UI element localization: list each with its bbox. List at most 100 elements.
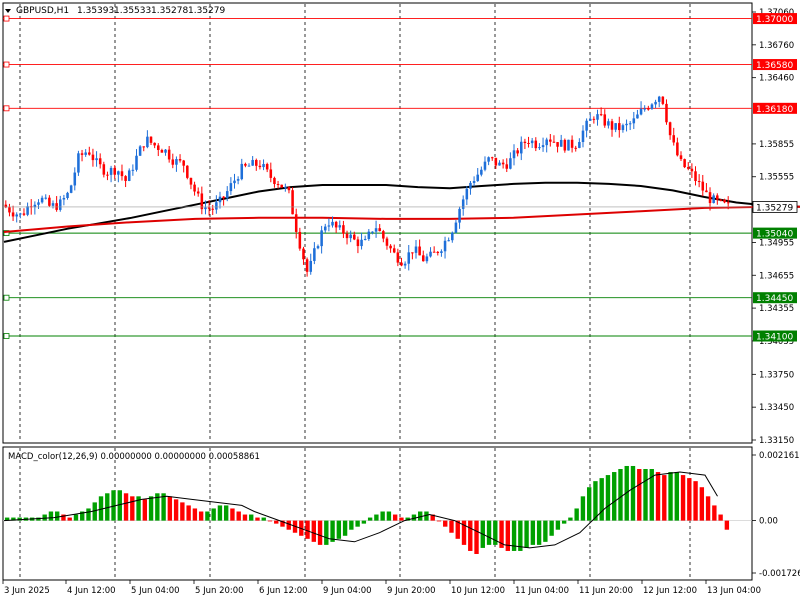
candle-body <box>66 192 69 198</box>
horizontal-levels[interactable] <box>3 15 752 339</box>
candle-body <box>313 248 316 261</box>
candle-body <box>723 199 726 203</box>
macd-bar <box>192 508 198 521</box>
macd-bar <box>536 520 542 545</box>
macd-bar <box>80 511 85 521</box>
macd-bar <box>86 508 91 521</box>
candle-body <box>160 149 164 153</box>
candle-body <box>599 114 603 116</box>
candle-body <box>538 147 541 149</box>
symbol-header[interactable]: GBPUSD,H1 1.35393 1.35533 1.35278 1.3527… <box>5 6 225 16</box>
time-tick-label: 13 Jun 04:00 <box>707 586 761 596</box>
macd-bar <box>17 517 22 521</box>
candle-body <box>585 120 588 131</box>
macd-bar <box>117 490 122 521</box>
candle-body <box>650 104 654 109</box>
price-axis[interactable]: 1.37060 1.36760 1.36460 1.35855 1.35555 1.349… <box>752 8 794 446</box>
macd-bar <box>424 511 429 521</box>
macd-bar <box>468 520 473 551</box>
macd-bar <box>211 508 216 521</box>
support-level-handle[interactable] <box>3 294 10 301</box>
candle-body <box>33 204 37 208</box>
candle-body <box>403 263 407 266</box>
open-price: 1.35393 <box>77 6 114 16</box>
collapse-arrow-icon[interactable] <box>5 9 11 13</box>
candle-body <box>440 251 443 253</box>
resistance-level-handle[interactable] <box>3 105 10 112</box>
candle-body <box>458 208 461 223</box>
candle-body <box>643 108 646 110</box>
candle-body <box>88 152 91 155</box>
price-tick-label: 1.36760 <box>759 41 794 51</box>
candle-body <box>705 190 708 193</box>
candle-body <box>686 167 690 169</box>
macd-bar <box>461 520 467 545</box>
candle-body <box>178 159 182 161</box>
candle-body <box>690 168 694 172</box>
macd-bar <box>518 520 523 551</box>
candle-body <box>167 149 171 160</box>
candle-body <box>135 155 138 170</box>
price-tick-label: 1.35555 <box>759 173 794 183</box>
candle-body <box>84 152 87 155</box>
macd-bar <box>624 465 629 521</box>
price-tick-label: 1.36460 <box>759 74 794 84</box>
support-level-handle[interactable] <box>3 333 10 339</box>
macd-bar <box>561 520 567 524</box>
candle-body <box>676 142 679 156</box>
macd-bar <box>455 520 460 539</box>
macd-bar <box>574 508 579 521</box>
current-price-box <box>752 201 798 213</box>
candle-body <box>461 199 465 209</box>
macd-bar <box>687 478 692 521</box>
resistance-level-handle[interactable] <box>3 61 10 68</box>
candle-body <box>407 252 411 264</box>
candle-body <box>472 181 476 183</box>
time-axis[interactable]: 3 Jun 2025 4 Jun 12:00 5 Jun 04:00 5 Jun 20… <box>2 580 761 596</box>
candle-body <box>215 202 218 210</box>
macd-bar <box>55 511 60 521</box>
candle-body <box>392 248 396 253</box>
candle-body <box>73 172 77 186</box>
time-tick-label: 11 Jun 20:00 <box>579 586 633 596</box>
candle-body <box>429 251 432 257</box>
candle-body <box>371 231 374 233</box>
macd-bar <box>11 517 16 521</box>
resistance-level-handle[interactable] <box>3 15 10 22</box>
candle-body <box>305 259 309 272</box>
macd-bar <box>586 487 592 521</box>
candle-body <box>149 136 153 143</box>
low-price: 1.35278 <box>151 6 188 16</box>
candle-body <box>683 159 686 168</box>
candle-body <box>127 170 131 181</box>
macd-bar <box>399 517 404 521</box>
macd-bar <box>173 499 179 521</box>
candle-body <box>207 207 211 209</box>
candle-body <box>69 185 73 193</box>
candle-body <box>258 165 262 168</box>
price-tick-label: 1.37060 <box>759 8 794 18</box>
candle-body <box>476 174 479 182</box>
candle-body <box>240 163 244 180</box>
macd-bar <box>418 511 423 521</box>
macd-bar <box>111 490 116 521</box>
macd-bar <box>317 520 323 545</box>
macd-tick-label: 0.0021617 <box>759 451 800 461</box>
macd-title: MACD_color(12,26,9) 0.00000000 0.0000000… <box>8 452 260 462</box>
resistance-level-label-box <box>753 102 797 114</box>
candle-body <box>374 228 378 232</box>
candle-body <box>193 184 196 192</box>
candle-body <box>534 140 538 149</box>
candle-body <box>654 101 657 105</box>
macd-bar <box>511 520 517 551</box>
macd-bar <box>61 514 66 521</box>
macd-bar <box>217 505 223 521</box>
candle-body <box>4 204 8 208</box>
candle-body <box>334 221 338 228</box>
candle-body <box>22 213 26 215</box>
candle-body <box>570 139 574 148</box>
support-level-handle[interactable] <box>3 230 10 237</box>
macd-bar <box>549 520 554 536</box>
candle-body <box>563 139 567 151</box>
